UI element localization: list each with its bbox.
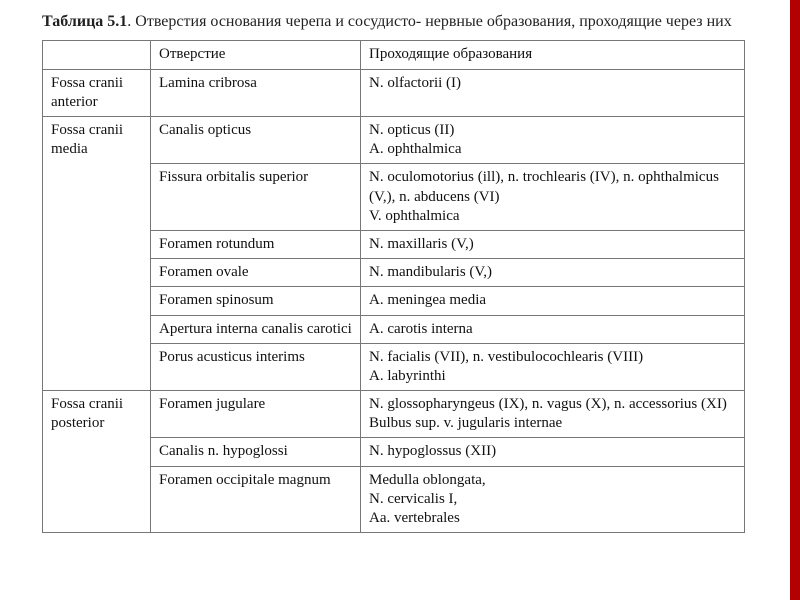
table-body: Fossa cranii anteriorLamina cribrosaN. o… <box>43 69 745 533</box>
cell-structures: N. facialis (VII), n. vestibulocochleari… <box>361 343 745 390</box>
table-row: Fossa cranii mediaCanalis opticusN. opti… <box>43 117 745 164</box>
cell-structures: A. meningea media <box>361 287 745 315</box>
cell-opening: Canalis n. hypoglossi <box>151 438 361 466</box>
cell-fossa: Fossa cranii media <box>43 117 151 391</box>
caption-text: . Отверстия основания черепа и сосудисто… <box>127 13 731 30</box>
cell-opening: Foramen spinosum <box>151 287 361 315</box>
accent-bar <box>790 0 800 600</box>
page: Таблица 5.1. Отверстия основания черепа … <box>0 0 800 545</box>
cell-structures: N. oculomotorius (ill), n. trochlearis (… <box>361 164 745 231</box>
cell-opening: Fissura orbitalis superior <box>151 164 361 231</box>
cell-opening: Canalis opticus <box>151 117 361 164</box>
cell-structures: N. olfactorii (I) <box>361 69 745 116</box>
cell-opening: Foramen rotundum <box>151 230 361 258</box>
col-struct: Проходящие образования <box>361 41 745 69</box>
table-header-row: Отверстие Проходящие образования <box>43 41 745 69</box>
cell-opening: Lamina cribrosa <box>151 69 361 116</box>
cell-opening: Foramen jugulare <box>151 391 361 438</box>
col-fossa <box>43 41 151 69</box>
cell-structures: Medulla oblongata,N. cervicalis I,Aa. ve… <box>361 466 745 533</box>
cell-structures: N. maxillaris (V,) <box>361 230 745 258</box>
cell-opening: Foramen ovale <box>151 259 361 287</box>
cell-opening: Porus acusticus interims <box>151 343 361 390</box>
table-row: Fossa cranii posteriorForamen jugulareN.… <box>43 391 745 438</box>
cell-structures: N. opticus (II)A. ophthalmica <box>361 117 745 164</box>
caption-number: Таблица 5.1 <box>42 13 127 30</box>
cell-fossa: Fossa cranii anterior <box>43 69 151 116</box>
cell-structures: N. hypoglossus (XII) <box>361 438 745 466</box>
foramina-table: Отверстие Проходящие образования Fossa c… <box>42 40 745 533</box>
table-caption: Таблица 5.1. Отверстия основания черепа … <box>42 12 784 32</box>
cell-opening: Foramen occipitale magnum <box>151 466 361 533</box>
col-opening: Отверстие <box>151 41 361 69</box>
cell-structures: N. glossopharyngeus (IX), n. vagus (X), … <box>361 391 745 438</box>
cell-structures: N. mandibularis (V,) <box>361 259 745 287</box>
table-row: Fossa cranii anteriorLamina cribrosaN. o… <box>43 69 745 116</box>
cell-opening: Apertura interna canalis carotici <box>151 315 361 343</box>
cell-fossa: Fossa cranii posterior <box>43 391 151 533</box>
cell-structures: A. carotis interna <box>361 315 745 343</box>
